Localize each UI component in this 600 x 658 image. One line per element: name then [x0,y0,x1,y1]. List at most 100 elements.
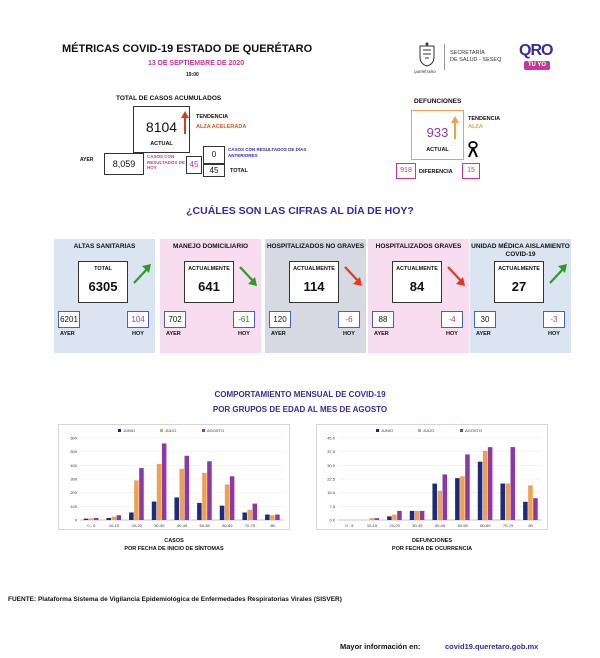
bar [409,510,415,520]
bar [93,517,99,520]
card-ayer-label: AYER [271,331,286,337]
x-tick-label: 30-39 [154,523,165,528]
metric-card: HOSPITALIZADOS GRAVES ACTUALMENTE 84 88 -4 AY… [368,239,469,353]
card-ayer-value: 120 [269,311,291,328]
card-main-box: ACTUALMENTE 27 [494,261,544,303]
deaths-diff-value: 15 [462,163,480,179]
card-hoy-value: 104 [127,311,149,328]
footer-url-link[interactable]: covid19.queretaro.gob.mx [445,642,539,651]
monthly-subtitle: POR GRUPOS DE EDAD AL MES DE AGOSTO [212,405,388,414]
card-main-label: TOTAL [94,266,112,272]
card-ayer-value: 702 [164,311,186,328]
x-tick-label: 50-59 [458,523,469,528]
card-main-value: 6305 [88,279,118,294]
y-tick-label: 37.5 [327,449,336,454]
y-tick-label: 100 [70,504,77,509]
x-tick-label: 70-79 [503,523,514,528]
trend-up-arrow-icon [548,263,568,287]
legend-label: AGOSTO [207,428,224,433]
footer-more-label: Mayor información en: [340,642,421,651]
bar [224,484,230,520]
legend-label: AGOSTO [465,428,482,433]
legend-label: JULIO [423,428,434,433]
report-time: 19:00 [186,72,199,78]
card-title: HOSPITALIZADOS NO GRAVES [266,243,365,250]
card-hoy-value: -3 [543,311,565,328]
bar [275,514,280,520]
bar [397,510,402,520]
cases-ayer-label: AYER [80,157,94,163]
legend-label: JULIO [165,428,176,433]
header-divider [444,44,445,70]
bar [129,512,134,520]
cases-total-label: TOTAL [230,168,248,174]
card-main-label: ACTUALMENTE [188,266,230,272]
trend-down-arrow-icon [343,263,363,287]
cases-actual-label: ACTUAL [150,141,173,147]
bar [219,505,225,520]
card-ayer-label: AYER [166,331,181,337]
bar [139,468,144,520]
card-main-label: ACTUALMENTE [396,266,438,272]
bar [83,518,89,520]
trend-down-arrow-icon [446,263,466,287]
bar [477,461,483,520]
card-hoy-label: HOY [238,331,250,337]
metric-card: UNIDAD MÉDICA AISLAMIENTO COVID-19 ACTUAL… [470,239,571,353]
card-title: MANEJO DOMICILIARIO [172,243,249,250]
card-ayer-value: 30 [474,311,496,328]
legend-swatch [118,429,121,432]
bar [242,512,247,520]
bar [414,510,420,520]
card-ayer-value: 6201 [58,311,80,328]
bar [156,463,162,520]
cases-ayer-value: 8,059 [104,153,144,175]
x-tick-label: 30-39 [412,523,423,528]
bar [419,510,425,520]
bar [533,498,538,520]
cases-actual-box: 8104 ACTUAL [133,106,190,153]
trend-up-arrow-icon [132,263,152,287]
card-title: HOSPITALIZADOS GRAVES [375,243,462,250]
card-ayer-label: AYER [60,331,75,337]
bar [437,490,443,520]
legend-swatch [160,429,163,432]
card-main-label: ACTUALMENTE [293,266,335,272]
card-hoy-value: -4 [441,311,463,328]
x-tick-label: 20-29 [390,523,401,528]
card-ayer-value: 88 [372,311,394,328]
card-main-box: TOTAL 6305 [78,261,128,303]
y-tick-label: 0 [75,518,78,523]
x-tick-label: 0 - 9 [345,523,354,528]
bar [455,478,460,520]
bar [265,514,270,520]
page-title: MÉTRICAS COVID-19 ESTADO DE QUERÉTARO [62,43,313,55]
y-tick-label: 300 [70,477,77,482]
legend-label: JUNIO [123,428,135,433]
bar [207,461,212,520]
report-date: 13 DE SEPTIEMBRE DE 2020 [148,60,245,67]
secretaria-label-2: DE SALUD - SESEQ [450,57,502,63]
cases-hoy-value: 45 [186,156,202,174]
bar [116,515,122,520]
cases-trend-value: ALZA ACELERADA [196,124,247,130]
card-ayer-label: AYER [374,331,389,337]
card-main-box: ACTUALMENTE 84 [392,261,442,303]
cases-title: TOTAL DE CASOS ACUMULADOS [116,95,222,102]
bar [482,450,488,520]
card-main-value: 641 [198,279,220,294]
y-tick-label: 600 [70,436,77,441]
bar [247,509,253,520]
y-tick-label: 0.0 [329,518,335,523]
card-hoy-label: HOY [343,331,355,337]
y-tick-label: 15.0 [327,490,336,495]
x-tick-label: 80 [528,523,533,528]
y-tick-label: 7.5 [329,504,335,509]
x-tick-label: 70-79 [245,523,256,528]
x-tick-label: 60-69 [480,523,491,528]
card-hoy-value: -61 [233,311,255,328]
cases-prev-value: 0 [203,146,225,164]
legend-swatch [376,429,379,432]
x-tick-label: 0 - 9 [87,523,96,528]
deaths-chart-caption: DEFUNCIONES [411,538,453,544]
